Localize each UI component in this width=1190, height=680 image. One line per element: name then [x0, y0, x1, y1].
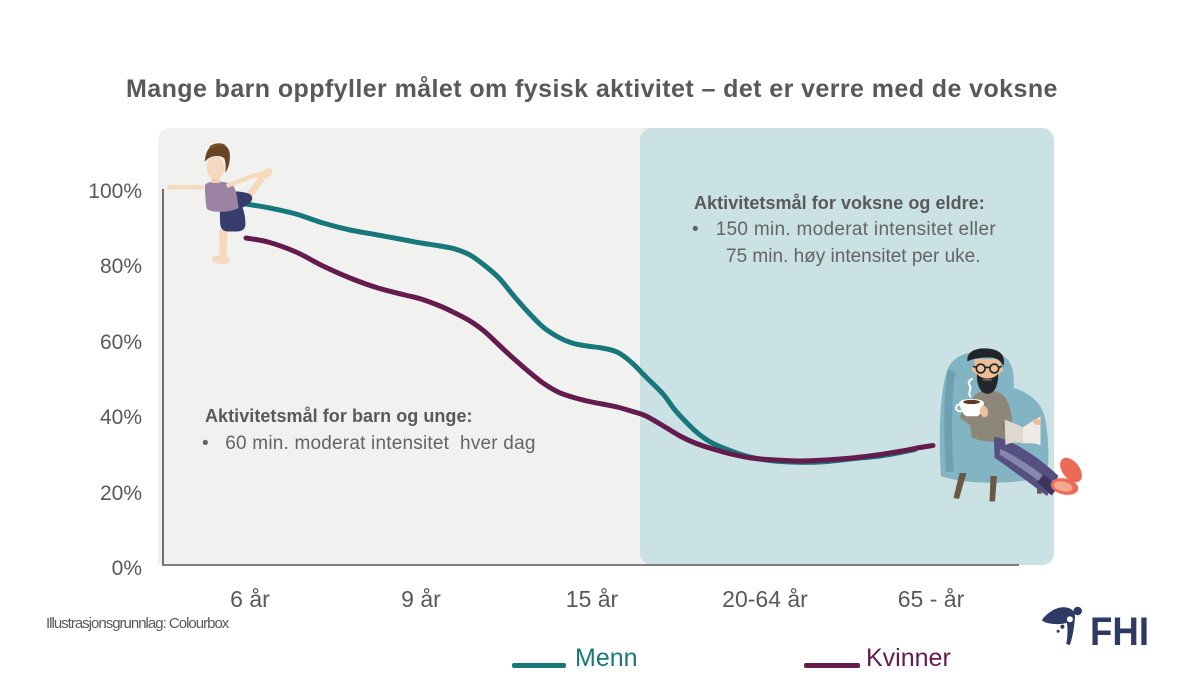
svg-text:FHI: FHI — [1090, 610, 1149, 654]
